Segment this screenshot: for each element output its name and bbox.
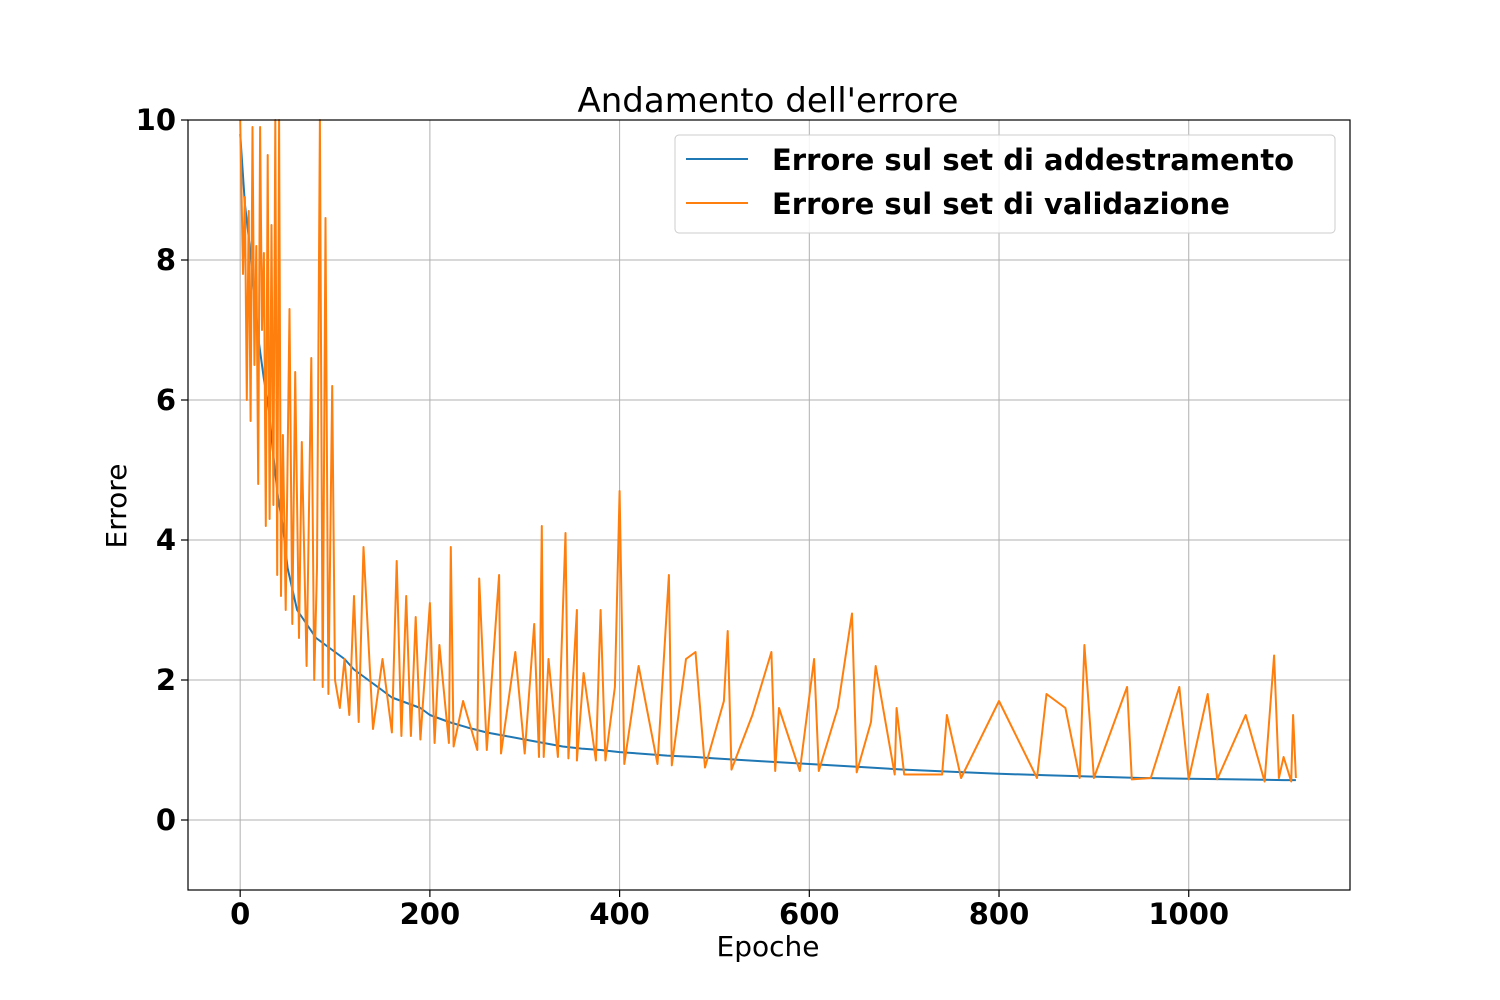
- grid-lines: [188, 119, 1350, 890]
- y-tick-label: 0: [156, 803, 176, 837]
- y-tick-label: 10: [136, 103, 176, 137]
- y-tick-label: 2: [156, 663, 176, 697]
- legend-label-training: Errore sul set di addestramento: [772, 143, 1294, 177]
- x-tick-label: 600: [779, 897, 840, 931]
- x-axis-ticks: 0 200 400 600 800 1000: [230, 890, 1229, 931]
- x-tick-label: 1000: [1148, 897, 1229, 931]
- plot-frame: [187, 119, 1351, 891]
- x-tick-label: 0: [230, 897, 250, 931]
- legend-label-validation: Errore sul set di validazione: [772, 187, 1230, 221]
- series-layer: [239, 119, 1297, 783]
- y-tick-label: 6: [156, 383, 176, 417]
- chart-title: Andamento dell'errore: [578, 81, 959, 121]
- y-tick-label: 4: [156, 523, 176, 557]
- series-line-validation: [239, 119, 1297, 783]
- legend-box: [674, 134, 1336, 234]
- y-tick-label: 8: [156, 243, 176, 277]
- x-tick-label: 200: [400, 897, 461, 931]
- x-tick-label: 400: [589, 897, 650, 931]
- x-tick-label: 800: [969, 897, 1030, 931]
- y-axis-ticks: 0 2 4 6 8 10: [136, 103, 188, 837]
- y-axis-label: Errore: [100, 464, 133, 549]
- legend: Errore sul set di addestramento Errore s…: [674, 134, 1336, 234]
- x-axis-label: Epoche: [717, 930, 820, 963]
